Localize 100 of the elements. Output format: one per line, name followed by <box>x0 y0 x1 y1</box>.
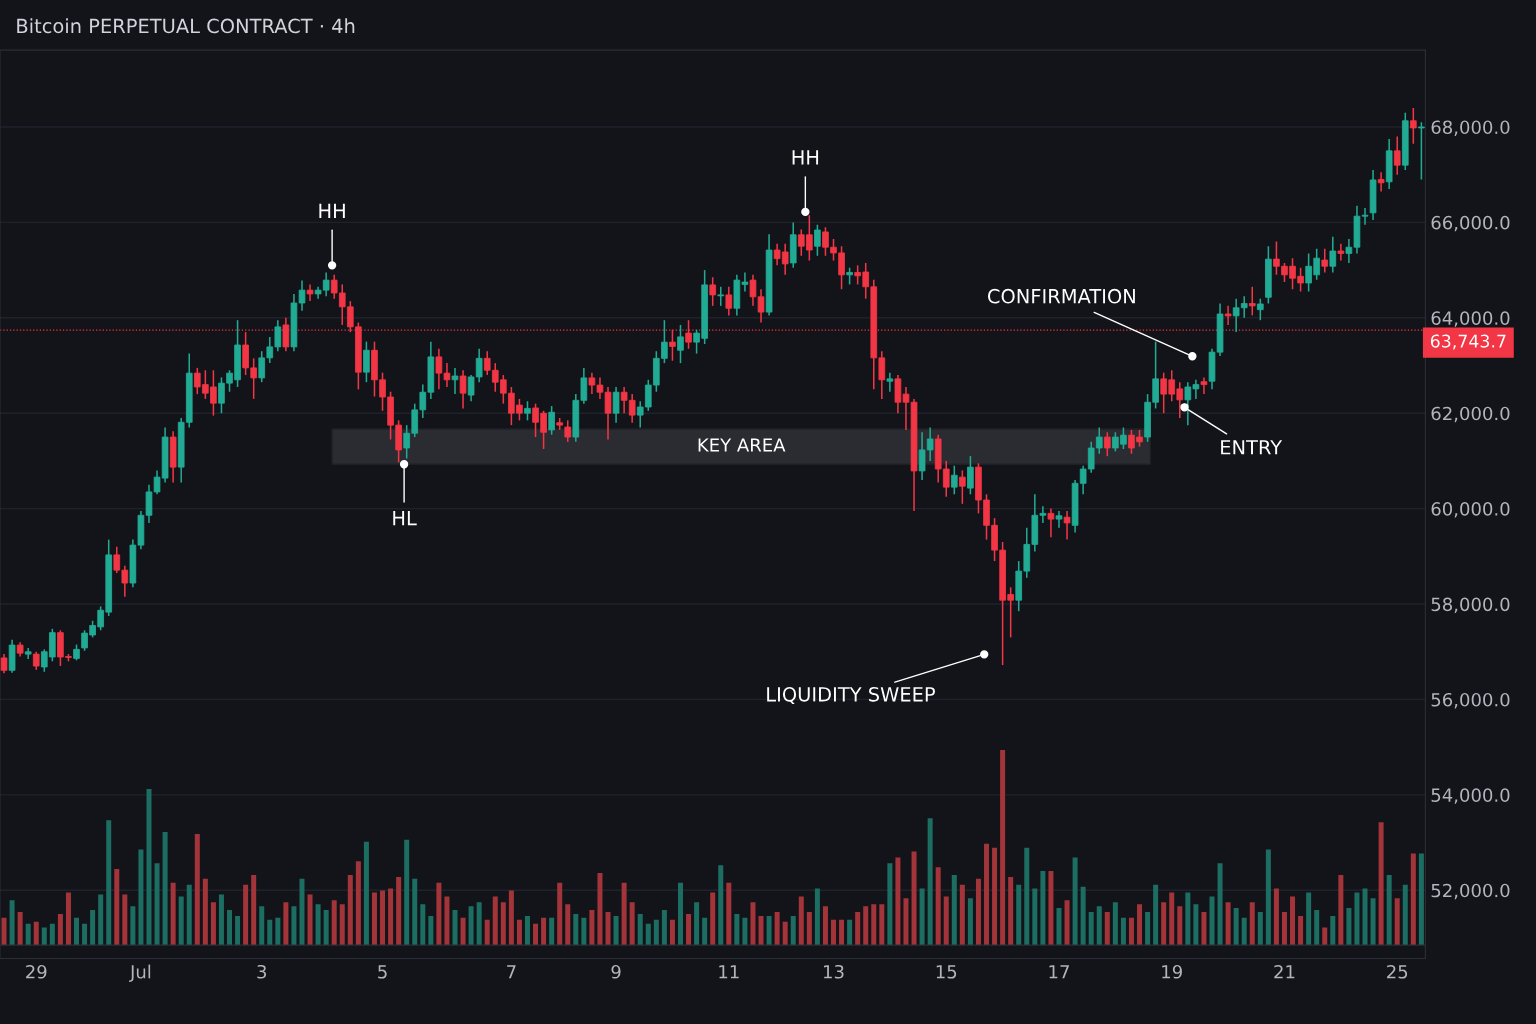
bar <box>106 820 112 946</box>
bar <box>170 882 176 946</box>
bar <box>1201 911 1207 946</box>
candlestick <box>564 419 572 443</box>
bar <box>943 896 949 946</box>
bar <box>935 867 941 946</box>
candlestick <box>725 286 733 317</box>
bar <box>363 841 369 946</box>
bar <box>686 913 692 946</box>
bar <box>315 904 321 946</box>
x-tick-label: 17 <box>1049 965 1069 979</box>
bar <box>879 904 885 946</box>
bar <box>210 902 216 946</box>
y-tick-label: 60,000.0 <box>1431 502 1510 518</box>
bar <box>114 869 120 946</box>
bar <box>1104 911 1110 946</box>
bar <box>404 839 410 946</box>
bar <box>1064 900 1070 946</box>
bar <box>919 888 925 946</box>
bar <box>428 915 434 946</box>
bar <box>347 874 353 946</box>
bar <box>1281 911 1287 946</box>
candlestick <box>1055 510 1063 529</box>
bar <box>1394 898 1400 946</box>
band-label: KEY AREA <box>698 438 786 452</box>
y-tick-label: 68,000.0 <box>1431 120 1510 136</box>
bar <box>500 902 506 946</box>
bar <box>243 884 249 946</box>
bar <box>218 894 224 946</box>
bar <box>1096 906 1102 946</box>
bar <box>597 872 603 946</box>
bar <box>1169 892 1175 946</box>
y-tick-label: 58,000.0 <box>1431 597 1510 613</box>
bar <box>122 894 128 946</box>
bar <box>444 896 450 946</box>
bar <box>782 921 788 946</box>
candlestick <box>1410 107 1417 145</box>
bar <box>1362 888 1368 946</box>
bar <box>468 906 474 946</box>
ref-line-label: 63,743.7 <box>1430 334 1506 350</box>
bar <box>339 904 345 946</box>
annotation: HH <box>792 150 819 165</box>
x-tick-label: 9 <box>611 964 621 979</box>
bar <box>613 915 619 946</box>
candlestick <box>1377 171 1385 193</box>
bar <box>9 900 15 946</box>
candlestick <box>451 367 459 395</box>
candlestick <box>1337 243 1345 262</box>
bar <box>17 911 23 946</box>
x-tick-label: 25 <box>1387 964 1408 979</box>
candlestick <box>1248 286 1256 317</box>
y-tick-label: 54,000.0 <box>1431 788 1510 804</box>
bar <box>1040 871 1046 946</box>
bar <box>661 910 667 946</box>
x-tick-label: Jul <box>129 964 151 982</box>
candlestick <box>612 386 620 424</box>
candlestick <box>677 324 684 364</box>
bar <box>814 888 820 946</box>
bar <box>790 915 796 946</box>
bar <box>1177 906 1183 946</box>
bar <box>1418 853 1424 946</box>
annotation: ENTRY <box>1221 440 1283 455</box>
bar <box>1072 857 1078 946</box>
bar <box>1378 822 1384 946</box>
bar <box>1185 892 1191 946</box>
bar <box>49 923 55 946</box>
bar <box>533 923 539 946</box>
bar <box>1056 908 1062 946</box>
bar <box>694 902 700 946</box>
bar <box>380 890 386 946</box>
x-tick-label: 29 <box>26 964 47 979</box>
x-tick-label: 11 <box>719 965 739 979</box>
bar <box>41 927 47 946</box>
bar <box>887 863 893 946</box>
candlestick <box>814 224 821 257</box>
bar <box>839 919 845 946</box>
bar <box>1346 908 1352 946</box>
bar <box>750 902 756 946</box>
bar <box>911 851 917 946</box>
bar <box>1128 917 1134 946</box>
bar <box>565 904 571 946</box>
bar <box>396 876 402 946</box>
candlestick <box>459 369 467 410</box>
bar <box>1153 884 1159 946</box>
bar <box>1290 896 1296 946</box>
candlestick <box>524 400 531 422</box>
bar <box>605 911 611 946</box>
bar <box>1249 902 1255 946</box>
bar <box>516 919 522 946</box>
bar <box>1024 847 1030 946</box>
bar <box>742 917 748 946</box>
bar <box>581 917 587 946</box>
bar <box>460 917 466 946</box>
bar <box>1314 910 1320 946</box>
bar <box>806 911 812 946</box>
candlestick <box>1418 121 1425 181</box>
bar <box>1233 908 1239 946</box>
y-tick-label: 66,000.0 <box>1431 215 1510 232</box>
bar <box>1410 853 1416 946</box>
bar <box>653 919 659 946</box>
